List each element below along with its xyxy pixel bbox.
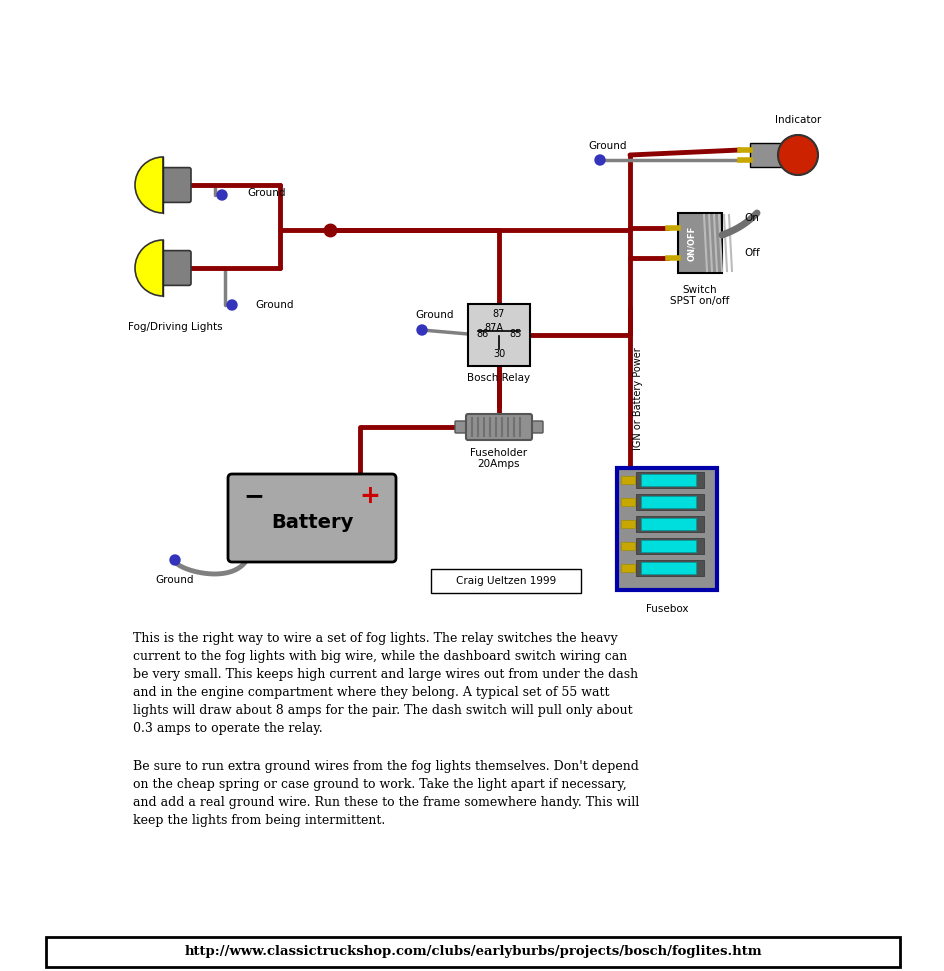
Text: 0.3 amps to operate the relay.: 0.3 amps to operate the relay.	[133, 722, 322, 735]
Circle shape	[227, 300, 237, 310]
Text: Craig Ueltzen 1999: Craig Ueltzen 1999	[455, 576, 555, 586]
Text: on the cheap spring or case ground to work. Take the light apart if necessary,: on the cheap spring or case ground to wo…	[133, 778, 626, 791]
Text: lights will draw about 8 amps for the pair. The dash switch will pull only about: lights will draw about 8 amps for the pa…	[133, 704, 632, 717]
Text: be very small. This keeps high current and large wires out from under the dash: be very small. This keeps high current a…	[133, 668, 637, 681]
Circle shape	[416, 325, 427, 335]
FancyBboxPatch shape	[529, 421, 543, 433]
Circle shape	[217, 190, 227, 200]
FancyBboxPatch shape	[467, 304, 530, 366]
Text: Bosch Relay: Bosch Relay	[467, 373, 530, 383]
Circle shape	[595, 155, 604, 165]
Text: Ground: Ground	[255, 300, 294, 310]
FancyBboxPatch shape	[640, 562, 696, 574]
FancyBboxPatch shape	[635, 516, 703, 532]
Text: and in the engine compartment where they belong. A typical set of 55 watt: and in the engine compartment where they…	[133, 686, 609, 699]
FancyBboxPatch shape	[454, 421, 468, 433]
Text: 86: 86	[476, 329, 488, 339]
Text: Be sure to run extra ground wires from the fog lights themselves. Don't depend: Be sure to run extra ground wires from t…	[133, 760, 638, 773]
Text: Fusebox: Fusebox	[645, 604, 687, 614]
Text: Battery: Battery	[271, 514, 353, 532]
FancyBboxPatch shape	[620, 476, 634, 484]
Text: 20Amps: 20Amps	[478, 459, 520, 469]
Circle shape	[170, 555, 179, 565]
Text: http://www.classictruckshop.com/clubs/earlyburbs/projects/bosch/foglites.htm: http://www.classictruckshop.com/clubs/ea…	[184, 946, 761, 958]
FancyBboxPatch shape	[635, 560, 703, 576]
FancyBboxPatch shape	[46, 937, 899, 967]
FancyBboxPatch shape	[635, 494, 703, 510]
FancyBboxPatch shape	[430, 569, 581, 593]
Text: Off: Off	[743, 248, 759, 258]
Text: On: On	[743, 213, 758, 223]
Text: Ground: Ground	[415, 310, 454, 320]
FancyBboxPatch shape	[750, 143, 782, 167]
Text: IGN or Battery Power: IGN or Battery Power	[632, 348, 642, 451]
Text: Ground: Ground	[588, 141, 627, 151]
Text: Ground: Ground	[246, 188, 285, 198]
Text: This is the right way to wire a set of fog lights. The relay switches the heavy: This is the right way to wire a set of f…	[133, 632, 617, 645]
Text: +: +	[359, 484, 380, 508]
Text: and add a real ground wire. Run these to the frame somewhere handy. This will: and add a real ground wire. Run these to…	[133, 796, 638, 809]
Text: Ground: Ground	[156, 575, 194, 585]
FancyBboxPatch shape	[640, 496, 696, 508]
Text: 87A: 87A	[484, 323, 503, 333]
Text: Switch: Switch	[682, 285, 716, 295]
Wedge shape	[135, 157, 162, 213]
Circle shape	[777, 135, 818, 175]
Text: 85: 85	[509, 329, 521, 339]
FancyBboxPatch shape	[620, 564, 634, 572]
Text: 30: 30	[493, 349, 505, 359]
Text: 87: 87	[492, 309, 505, 319]
FancyBboxPatch shape	[160, 251, 191, 285]
Text: keep the lights from being intermittent.: keep the lights from being intermittent.	[133, 814, 385, 827]
FancyBboxPatch shape	[465, 414, 531, 440]
Text: ON/OFF: ON/OFF	[687, 225, 696, 260]
Text: SPST on/off: SPST on/off	[669, 296, 729, 306]
FancyBboxPatch shape	[160, 168, 191, 202]
FancyBboxPatch shape	[616, 468, 716, 590]
FancyBboxPatch shape	[228, 474, 396, 562]
FancyBboxPatch shape	[620, 542, 634, 550]
FancyBboxPatch shape	[620, 498, 634, 506]
FancyBboxPatch shape	[620, 520, 634, 528]
FancyBboxPatch shape	[640, 474, 696, 486]
Text: −: −	[244, 484, 264, 508]
Wedge shape	[135, 240, 162, 296]
FancyBboxPatch shape	[640, 540, 696, 552]
Text: current to the fog lights with big wire, while the dashboard switch wiring can: current to the fog lights with big wire,…	[133, 650, 627, 663]
FancyBboxPatch shape	[677, 213, 721, 273]
FancyBboxPatch shape	[640, 518, 696, 530]
Text: Fog/Driving Lights: Fog/Driving Lights	[127, 322, 222, 332]
FancyBboxPatch shape	[635, 538, 703, 554]
FancyBboxPatch shape	[635, 472, 703, 488]
Text: Fuseholder: Fuseholder	[470, 448, 527, 458]
Text: Indicator: Indicator	[774, 115, 820, 125]
